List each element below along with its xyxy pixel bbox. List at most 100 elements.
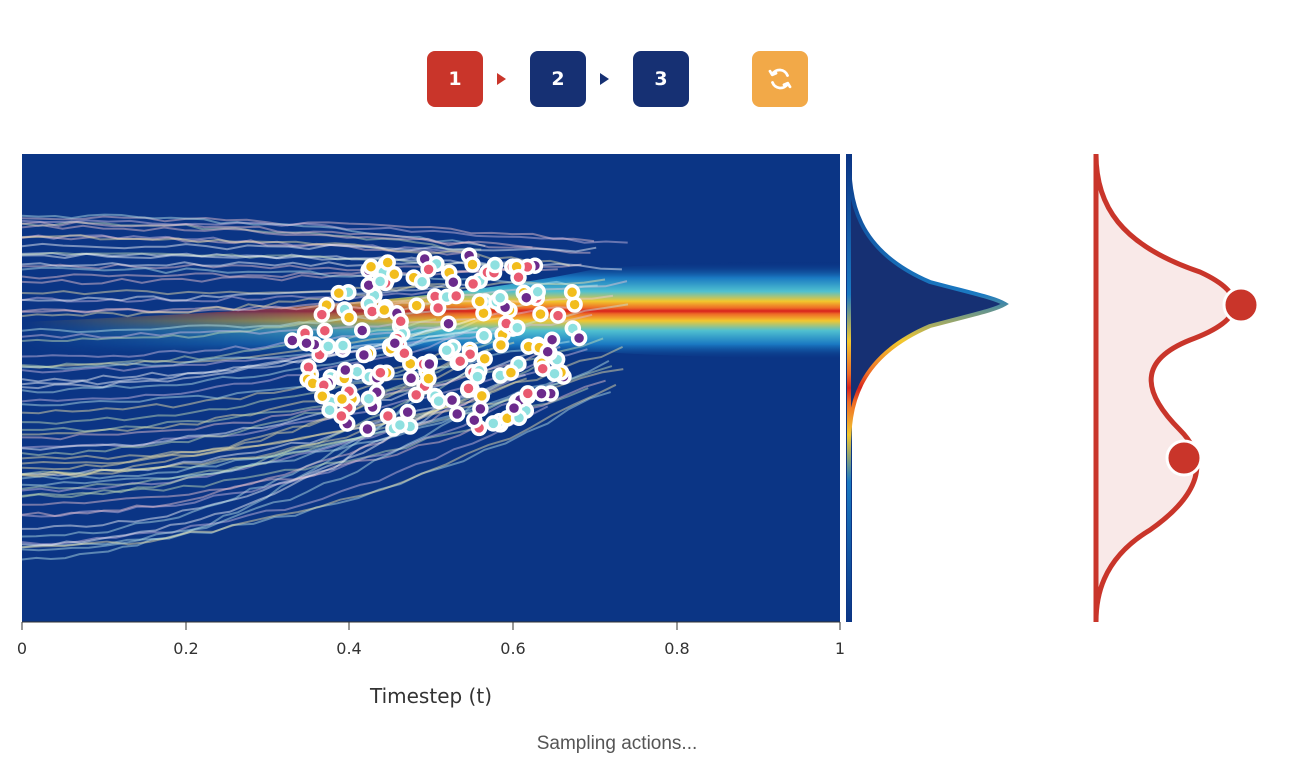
step-2-button[interactable]: 2 <box>530 51 586 107</box>
reset-button[interactable] <box>752 51 808 107</box>
step-3-button[interactable]: 3 <box>633 51 689 107</box>
particle <box>447 287 465 305</box>
trajectory-line <box>22 220 533 249</box>
particle <box>376 301 393 319</box>
trajectory-line <box>22 324 450 358</box>
flow-chart: 0 0.2 0.4 0.6 0.8 1 <box>17 153 1260 658</box>
particle <box>408 297 425 314</box>
particle <box>519 385 537 402</box>
particle <box>313 306 331 323</box>
particle <box>355 346 373 364</box>
particle <box>386 266 403 283</box>
trajectory-line <box>22 234 570 267</box>
particle <box>509 319 526 336</box>
step-arrow-2 <box>600 73 609 85</box>
particle <box>518 289 535 306</box>
particle <box>492 336 510 354</box>
trajectory-line <box>22 326 445 386</box>
status-text: Sampling actions... <box>536 733 698 754</box>
particle <box>421 355 438 373</box>
particle <box>407 386 425 404</box>
step-1-button[interactable]: 1 <box>427 51 483 107</box>
particle <box>464 275 482 293</box>
trajectory-line <box>22 242 597 253</box>
particle <box>429 299 447 317</box>
trajectory-line <box>22 234 480 258</box>
particle <box>471 293 488 310</box>
trajectory-line <box>22 355 468 477</box>
particle <box>337 361 354 379</box>
trajectory-line <box>22 319 518 403</box>
particle <box>353 322 371 339</box>
particle <box>451 352 469 370</box>
trajectory-line <box>22 334 455 394</box>
particle <box>359 420 376 438</box>
trajectory-line <box>22 282 483 302</box>
particle <box>563 284 581 301</box>
particle <box>420 261 437 278</box>
particle <box>330 284 348 302</box>
particle <box>539 343 556 361</box>
particle <box>399 403 416 421</box>
particle <box>386 334 404 352</box>
particle <box>314 387 331 405</box>
trajectory-line <box>22 220 482 251</box>
x-axis-title: Timestep (t) <box>369 684 492 708</box>
target-distribution-plot <box>1093 153 1260 623</box>
trajectory-line <box>22 405 549 546</box>
particle <box>469 368 486 385</box>
particle <box>549 307 567 324</box>
stepper-controls: 1 2 3 <box>0 51 1307 108</box>
x-tick-label: 0.2 <box>173 639 198 658</box>
x-tick-label: 0.8 <box>664 639 689 658</box>
trajectory-line <box>22 386 426 561</box>
particle <box>440 315 457 332</box>
particle <box>570 329 588 347</box>
x-tick-label: 0.6 <box>500 639 525 658</box>
target-mode-upper <box>1222 286 1260 324</box>
trajectory-line <box>22 398 421 538</box>
particle <box>371 273 389 290</box>
particle <box>316 322 334 339</box>
particle <box>443 391 461 409</box>
particle <box>333 407 350 425</box>
particle <box>460 380 477 397</box>
particle <box>333 390 351 408</box>
particle <box>438 342 455 359</box>
particle <box>319 338 337 355</box>
particle <box>510 269 527 286</box>
particle <box>448 405 466 423</box>
particle <box>491 289 509 307</box>
particle <box>464 256 481 273</box>
target-mode-lower <box>1165 439 1203 477</box>
particle <box>475 327 493 345</box>
trajectory-line <box>22 349 540 451</box>
trajectory-line <box>22 224 591 254</box>
particle <box>396 345 413 362</box>
particle <box>532 305 549 323</box>
refresh-icon <box>768 68 792 90</box>
particle-cloud <box>284 247 588 438</box>
particle <box>534 360 551 377</box>
trajectory-line <box>22 315 513 369</box>
trajectory-line <box>22 234 469 253</box>
trajectory-line <box>22 278 606 296</box>
particle <box>485 415 502 432</box>
trajectory-line <box>22 213 486 247</box>
x-tick-label: 0 <box>17 639 27 658</box>
particle <box>360 390 378 407</box>
particle <box>420 370 437 387</box>
particle <box>473 387 491 405</box>
trajectory-line <box>22 219 628 244</box>
particle <box>392 313 409 330</box>
particle <box>505 399 523 417</box>
trajectory-line <box>22 294 614 314</box>
trajectory-line <box>22 383 617 549</box>
particle <box>284 332 301 349</box>
particle <box>533 385 550 402</box>
particle <box>379 407 397 425</box>
trajectory-line <box>22 301 540 334</box>
trajectory-line <box>22 391 611 549</box>
marginal-density-plot <box>846 153 1009 622</box>
step-arrow-1 <box>497 73 506 85</box>
